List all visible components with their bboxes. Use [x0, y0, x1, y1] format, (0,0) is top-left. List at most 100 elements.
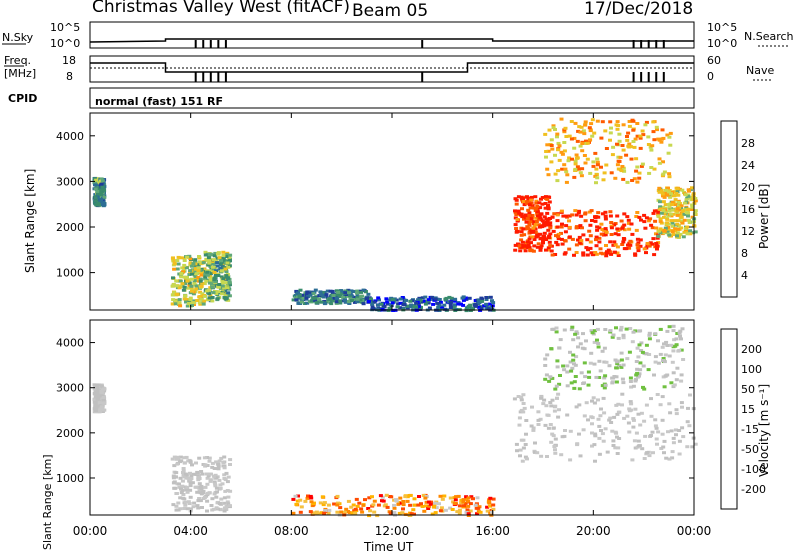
colorbar-tick-label: 4	[741, 269, 748, 282]
heatmap-cell	[549, 404, 554, 408]
heatmap-cell	[620, 377, 625, 381]
heatmap-cell	[583, 212, 588, 216]
heatmap-cell	[212, 271, 217, 274]
heatmap-cell	[95, 389, 100, 393]
heatmap-cell	[669, 192, 673, 196]
heatmap-cell	[228, 489, 233, 493]
heatmap-cell	[686, 406, 690, 410]
heatmap-cell	[210, 299, 215, 303]
heatmap-cell	[204, 279, 209, 283]
heatmap-cell	[590, 399, 594, 403]
heatmap-cell	[520, 459, 525, 463]
heatmap-cell	[609, 126, 613, 130]
heatmap-cell	[551, 126, 556, 130]
heatmap-cell	[448, 506, 453, 510]
heatmap-cell	[192, 279, 197, 283]
heatmap-cell	[548, 375, 553, 379]
heatmap-cell	[540, 225, 545, 229]
heatmap-cell	[416, 305, 421, 309]
heatmap-cell	[687, 221, 692, 224]
heatmap-cell	[644, 251, 648, 255]
heatmap-cell	[462, 504, 466, 508]
heatmap-cell	[681, 209, 685, 213]
heatmap-cell	[654, 437, 659, 441]
heatmap-cell	[531, 426, 536, 430]
heatmap-cell	[531, 226, 536, 230]
heatmap-cell	[318, 501, 323, 505]
heatmap-cell	[92, 407, 97, 411]
heatmap-cell	[480, 299, 485, 303]
heatmap-cell	[214, 460, 219, 464]
heatmap-cell	[224, 270, 229, 274]
heatmap-cell	[674, 378, 679, 382]
heatmap-cell	[207, 288, 211, 292]
heatmap-cell	[641, 385, 645, 389]
y-tick-label: 3000	[56, 382, 84, 395]
heatmap-cell	[363, 498, 367, 502]
heatmap-cell	[313, 299, 318, 303]
heatmap-cell	[355, 296, 360, 300]
heatmap-cell	[92, 397, 97, 401]
heatmap-cell	[180, 484, 185, 488]
heatmap-cell	[449, 296, 454, 300]
heatmap-cell	[535, 205, 540, 208]
heatmap-cell	[535, 234, 540, 238]
heatmap-cell	[485, 505, 490, 509]
colorbar-tick-label: -200	[741, 483, 766, 496]
heatmap-cell	[649, 397, 653, 401]
heatmap-cell	[512, 397, 517, 401]
heatmap-cell	[690, 215, 695, 219]
heatmap-cell	[443, 508, 448, 512]
heatmap-cell	[601, 396, 606, 400]
heatmap-cell	[656, 339, 660, 343]
heatmap-cell	[190, 289, 194, 293]
heatmap-cell	[173, 486, 178, 490]
heatmap-cell	[590, 331, 595, 335]
heatmap-cell	[188, 459, 193, 463]
heatmap-cell	[538, 206, 543, 210]
heatmap-cell	[658, 200, 662, 204]
heatmap-cell	[397, 511, 402, 515]
heatmap-cell	[96, 192, 101, 196]
heatmap-cell	[600, 432, 605, 436]
heatmap-cell	[690, 186, 694, 190]
heatmap-cell	[299, 300, 304, 304]
time-axis-label: Time UT	[364, 540, 414, 554]
heatmap-cell	[202, 299, 207, 303]
heatmap-cell	[526, 198, 531, 202]
heatmap-cell	[676, 201, 681, 204]
heatmap-cell	[619, 325, 624, 329]
heatmap-cell	[577, 387, 582, 391]
heatmap-cell	[545, 455, 549, 458]
heatmap-cell	[543, 206, 548, 210]
heatmap-cell	[613, 430, 618, 434]
heatmap-cell	[568, 360, 573, 364]
heatmap-cell	[218, 267, 223, 270]
heatmap-cell	[464, 309, 469, 313]
date-label: 17/Dec/2018	[584, 0, 694, 19]
heatmap-cell	[195, 299, 200, 302]
heatmap-cell	[227, 504, 232, 508]
heatmap-cell	[681, 358, 686, 361]
heatmap-cell	[553, 153, 557, 157]
heatmap-cell	[569, 381, 574, 385]
heatmap-cell	[577, 432, 581, 436]
heatmap-cell	[185, 487, 190, 491]
x-tick-label: 08:00	[274, 524, 309, 538]
heatmap-cell	[214, 292, 219, 295]
heatmap-cell	[433, 297, 438, 301]
heatmap-cell	[528, 217, 533, 221]
heatmap-cell	[95, 404, 100, 408]
heatmap-cell	[626, 221, 631, 225]
heatmap-cell	[562, 128, 567, 132]
heatmap-cell	[199, 470, 204, 473]
heatmap-cell	[589, 122, 594, 126]
heatmap-cell	[420, 505, 425, 508]
heatmap-cell	[658, 219, 663, 223]
heatmap-cell	[191, 505, 196, 509]
heatmap-cell	[557, 158, 562, 162]
heatmap-cell	[382, 305, 387, 308]
heatmap-cell	[602, 233, 606, 237]
heatmap-cell	[351, 290, 356, 294]
colorbar-tick-label: 20	[741, 181, 755, 194]
